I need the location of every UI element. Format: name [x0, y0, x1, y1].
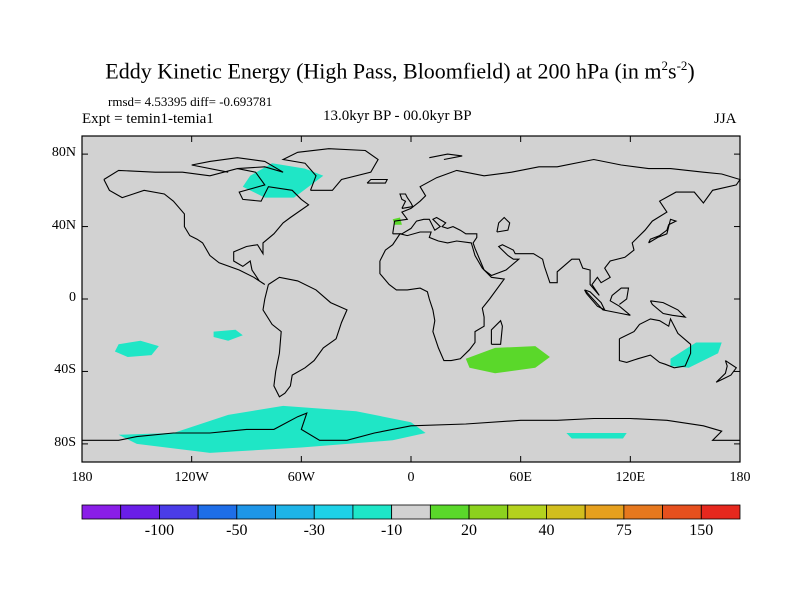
labrador-positive-anomaly [242, 163, 324, 198]
colorbar-swatch [120, 504, 160, 520]
lon-tick-label: 120E [615, 470, 646, 485]
colorbar-swatch [468, 504, 509, 520]
colorbar-swatch [352, 504, 393, 520]
colorbar-swatch [700, 504, 741, 520]
map-ocean-background [82, 136, 740, 462]
coastline-segment [103, 168, 310, 285]
experiment-label: Expt = temin1-temia1 [82, 111, 214, 127]
colorbar-swatch [313, 504, 354, 520]
coastline-segment [399, 193, 414, 209]
colorbar-swatch [662, 504, 702, 520]
coastline-segment [429, 153, 463, 161]
colorbar-swatch [81, 504, 122, 520]
coastline-segment [82, 412, 740, 441]
plot-title: Eddy Kinetic Energy (High Pass, Bloomfie… [105, 58, 695, 84]
period-label: 13.0kyr BP - 00.0kyr BP [323, 108, 472, 124]
lon-tick-label: 60E [509, 470, 532, 485]
lon-tick-label: 60W [287, 470, 315, 485]
south-indian-high-lat-anomaly [566, 433, 627, 439]
south-pacific-positive-anomaly [114, 340, 159, 357]
stats-label: rmsd= 4.53395 diff= -0.693781 [108, 94, 273, 109]
coastline-segment [281, 148, 379, 191]
lon-tick-label: 0 [407, 470, 415, 485]
indian-ocean-positive-anomaly [465, 346, 550, 374]
coastline-segment [191, 157, 284, 173]
colorbar-swatch [236, 504, 276, 520]
lat-tick-label: 0 [69, 290, 76, 305]
lon-tick-label: 180 [729, 470, 751, 485]
coastline-segment [490, 319, 503, 345]
southeast-pacific-positive-anomaly [213, 329, 243, 341]
coastline-segment [379, 231, 506, 362]
coastlines [82, 148, 741, 441]
season-label: JJA [714, 111, 737, 127]
colorbar-label: 150 [689, 522, 714, 539]
colorbar-label: -10 [380, 522, 403, 539]
axis-ticks [81, 136, 741, 462]
colorbar-label: -100 [144, 522, 175, 539]
lat-tick-label: 80S [54, 434, 76, 450]
colorbar-swatch [275, 504, 315, 520]
colorbar-label: 40 [538, 522, 555, 539]
colorbar-swatch [623, 504, 663, 520]
coastline-segment [366, 178, 389, 184]
lon-tick-label: 180 [71, 470, 93, 485]
colorbar [81, 504, 741, 520]
lat-tick-label: 80N [51, 145, 76, 161]
colorbar-swatch [507, 504, 547, 520]
tasman-positive-anomaly [670, 342, 722, 368]
colorbar-label: -50 [226, 522, 248, 539]
lat-tick-label: 40N [51, 217, 76, 233]
colorbar-label: 75 [615, 522, 632, 539]
coastline-segment [392, 158, 741, 296]
coastline-segment [618, 317, 692, 369]
coastline-segment [584, 287, 631, 316]
colorbar-swatch [391, 504, 431, 520]
colorbar-swatch [546, 504, 586, 520]
colorbar-swatch [429, 504, 470, 520]
colorbar-swatch [197, 504, 238, 520]
coastline-segment [262, 276, 348, 398]
anomaly-layer [114, 163, 722, 453]
coastline-segment [715, 360, 738, 383]
colorbar-swatch [584, 504, 625, 520]
coastline-segment [496, 216, 511, 233]
colorbar-swatch [159, 504, 199, 520]
lat-tick-label: 40S [54, 362, 76, 378]
coastline-segment [648, 218, 678, 244]
coastline-segment [584, 289, 606, 312]
colorbar-label: -30 [303, 522, 325, 539]
colorbar-label: 20 [461, 522, 478, 539]
lon-tick-label: 120W [174, 470, 209, 485]
coastline-segment [649, 300, 687, 318]
